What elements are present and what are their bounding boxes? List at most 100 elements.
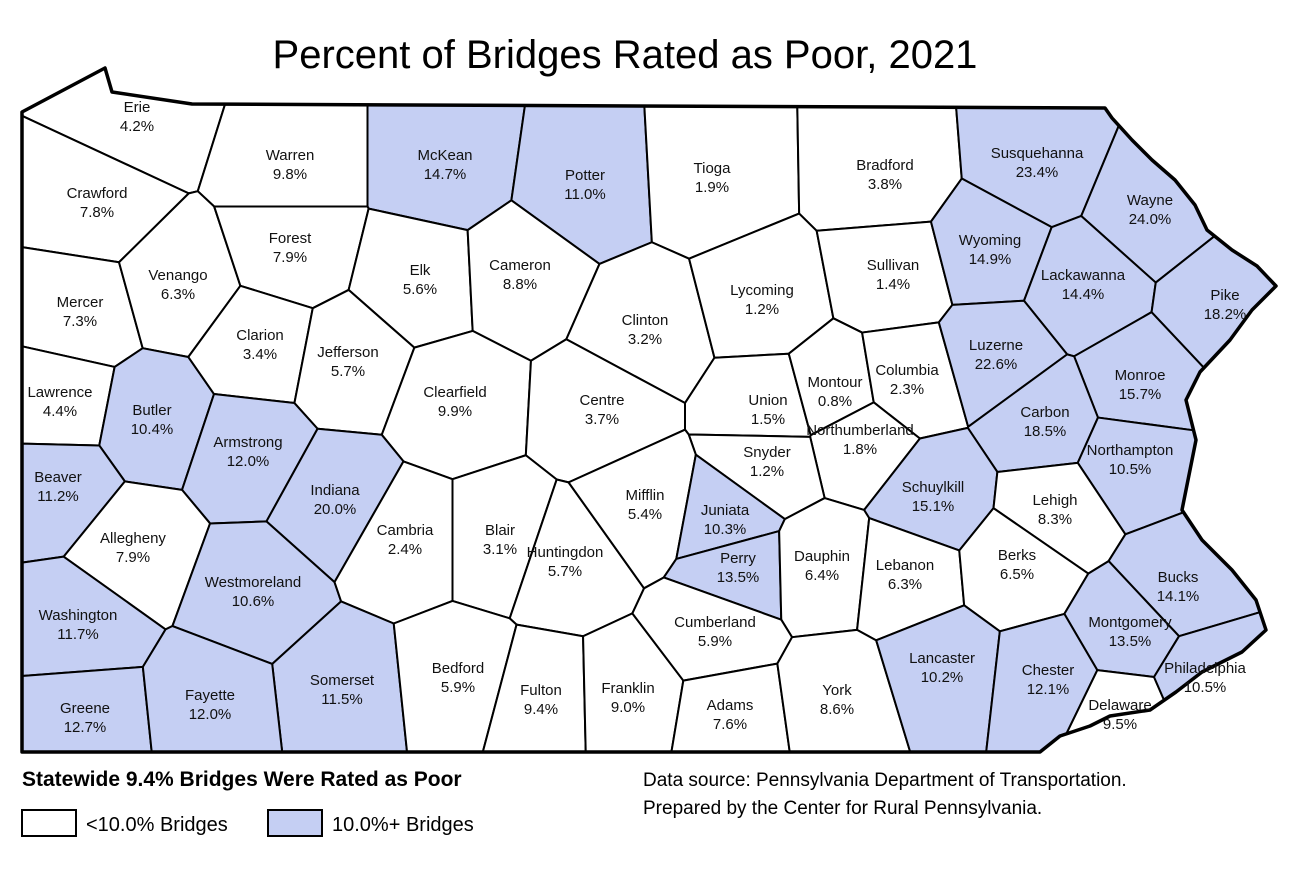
county-percent: 7.9% xyxy=(116,549,150,566)
county-name: Cumberland xyxy=(674,614,756,631)
county-name: Beaver xyxy=(34,469,82,486)
county-name: Wyoming xyxy=(959,232,1021,249)
county-percent: 18.5% xyxy=(1024,423,1067,440)
county-name: Fayette xyxy=(185,687,235,704)
summary: Statewide 9.4% Bridges Were Rated as Poo… xyxy=(22,768,462,791)
county-percent: 9.5% xyxy=(1103,716,1137,733)
county-name: Berks xyxy=(998,547,1036,564)
county-name: Elk xyxy=(410,262,431,279)
county-percent: 9.0% xyxy=(611,699,645,716)
county-name: Union xyxy=(748,392,787,409)
county-percent: 1.2% xyxy=(750,463,784,480)
county-percent: 11.7% xyxy=(57,626,98,643)
county-name: Washington xyxy=(39,607,118,624)
county-percent: 12.0% xyxy=(189,706,232,723)
counties xyxy=(20,66,1278,754)
county-percent: 8.8% xyxy=(503,276,537,293)
county-percent: 3.1% xyxy=(483,541,517,558)
county-name: Mifflin xyxy=(626,487,665,504)
county-percent: 5.7% xyxy=(331,363,365,380)
county-name: Cambria xyxy=(377,522,434,539)
county-name: Clinton xyxy=(622,312,669,329)
county-percent: 1.5% xyxy=(751,411,785,428)
county-percent: 7.8% xyxy=(80,204,114,221)
county-percent: 5.7% xyxy=(548,563,582,580)
county-percent: 2.4% xyxy=(388,541,422,558)
county-percent: 9.8% xyxy=(273,166,307,183)
legend-label: 10.0%+ Bridges xyxy=(332,814,474,836)
county-name: Mercer xyxy=(57,294,104,311)
county-name: Carbon xyxy=(1020,404,1069,421)
county-percent: 1.8% xyxy=(843,441,877,458)
county-percent: 1.9% xyxy=(695,179,729,196)
county-name: Delaware xyxy=(1088,697,1151,714)
county-percent: 12.1% xyxy=(1027,681,1070,698)
county-name: Sullivan xyxy=(867,257,920,274)
county-name: Blair xyxy=(485,522,515,539)
county-name: Armstrong xyxy=(213,434,282,451)
county-percent: 2.3% xyxy=(890,381,924,398)
county-percent: 24.0% xyxy=(1129,211,1172,228)
county-name: Clearfield xyxy=(423,384,486,401)
county-percent: 6.5% xyxy=(1000,566,1034,583)
county-percent: 10.3% xyxy=(704,521,747,538)
county-name: Adams xyxy=(707,697,754,714)
county-percent: 5.9% xyxy=(441,679,475,696)
county-percent: 20.0% xyxy=(314,501,357,518)
county-name: Susquehanna xyxy=(991,145,1084,162)
county-percent: 22.6% xyxy=(975,356,1018,373)
county-name: Northumberland xyxy=(806,422,914,439)
county-name: Schuylkill xyxy=(902,479,965,496)
county-name: Bradford xyxy=(856,157,914,174)
county-name: Philadelphia xyxy=(1164,660,1246,677)
county-name: Montgomery xyxy=(1088,614,1172,631)
county-name: Lycoming xyxy=(730,282,794,299)
county-name: Forest xyxy=(269,230,312,247)
county-percent: 14.1% xyxy=(1157,588,1200,605)
county-percent: 15.1% xyxy=(912,498,955,515)
county-name: Jefferson xyxy=(317,344,378,361)
county-name: Indiana xyxy=(310,482,360,499)
county-name: Fulton xyxy=(520,682,562,699)
county-name: Pike xyxy=(1210,287,1239,304)
county-name: Warren xyxy=(266,147,315,164)
county-percent: 12.7% xyxy=(64,719,107,736)
county-name: Bucks xyxy=(1158,569,1199,586)
county-name: Lehigh xyxy=(1032,492,1077,509)
county-percent: 8.6% xyxy=(820,701,854,718)
county-name: Wayne xyxy=(1127,192,1173,209)
county-percent: 13.5% xyxy=(717,569,760,586)
county-percent: 23.4% xyxy=(1016,164,1059,181)
county-percent: 4.2% xyxy=(120,118,154,135)
county-name: York xyxy=(822,682,852,699)
county-percent: 1.4% xyxy=(876,276,910,293)
county-name: Greene xyxy=(60,700,110,717)
county-name: Franklin xyxy=(601,680,654,697)
county-percent: 9.4% xyxy=(524,701,558,718)
county-percent: 10.5% xyxy=(1184,679,1227,696)
county-name: Clarion xyxy=(236,327,284,344)
county-percent: 6.3% xyxy=(888,576,922,593)
county-name: Lawrence xyxy=(27,384,92,401)
county-name: Centre xyxy=(579,392,624,409)
county-percent: 7.3% xyxy=(63,313,97,330)
county-percent: 6.4% xyxy=(805,567,839,584)
county-percent: 13.5% xyxy=(1109,633,1152,650)
county-name: Luzerne xyxy=(969,337,1023,354)
county-percent: 11.2% xyxy=(37,488,78,505)
county-name: Perry xyxy=(720,550,756,567)
county-percent: 5.9% xyxy=(698,633,732,650)
county-labels: Erie 4.2% Crawford 7.8% Warren 9.8% McKean 14.7… xyxy=(27,99,1246,736)
county-name: Columbia xyxy=(875,362,939,379)
county-percent: 7.6% xyxy=(713,716,747,733)
county-percent: 4.4% xyxy=(43,403,77,420)
county-name: Dauphin xyxy=(794,548,850,565)
county-percent: 12.0% xyxy=(227,453,270,470)
county-name: Tioga xyxy=(694,160,732,177)
county-percent: 15.7% xyxy=(1119,386,1162,403)
county-name: Huntingdon xyxy=(527,544,604,561)
county-name: Lancaster xyxy=(909,650,975,667)
state-outline xyxy=(20,66,1278,754)
county-name: Lebanon xyxy=(876,557,934,574)
